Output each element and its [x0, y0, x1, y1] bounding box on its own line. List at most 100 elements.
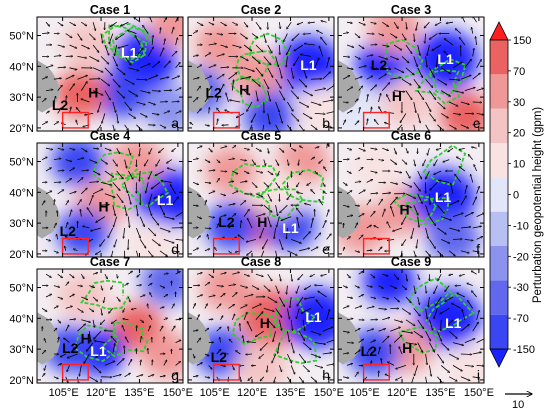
wind-vectors: [41, 17, 181, 131]
wind-arrow: [464, 88, 475, 91]
wind-arrow: [139, 239, 146, 248]
wind-arrow: [228, 304, 235, 309]
wind-arrow: [243, 170, 249, 174]
wind-arrow: [358, 21, 366, 25]
wind-arrow: [405, 170, 410, 178]
green-contour: [392, 193, 437, 223]
wind-vectors: [42, 271, 181, 383]
wind-arrow: [149, 193, 153, 205]
wind-arrow: [139, 319, 144, 323]
y-tick-label: 40°N: [9, 61, 34, 73]
wind-arrow: [267, 67, 274, 78]
height-anomaly-blob: [148, 17, 183, 48]
wind-arrow: [53, 122, 59, 126]
wind-arrow: [166, 159, 172, 164]
wind-arrow: [434, 170, 442, 175]
wind-arrow: [471, 291, 477, 298]
green-contour: [231, 312, 278, 345]
wind-arrow: [448, 124, 456, 129]
wind-arrow: [112, 205, 116, 216]
wind-arrow: [287, 193, 292, 200]
wind-arrow: [57, 319, 61, 323]
wind-arrow: [44, 365, 47, 370]
wind-arrow: [298, 353, 306, 363]
wind-arrow: [92, 365, 101, 373]
wind-arrow: [287, 353, 291, 363]
wind-arrow: [69, 294, 75, 298]
panel-title: Case 7: [90, 255, 130, 269]
wind-arrow: [401, 33, 406, 41]
wind-arrow: [354, 182, 361, 183]
wind-arrow: [240, 304, 247, 309]
wind-arrow: [100, 78, 110, 86]
wind-arrow: [124, 283, 129, 286]
plateau-mask: [338, 60, 362, 113]
wind-arrow: [159, 124, 166, 129]
wind-arrow: [163, 18, 167, 23]
panel-letter: a: [171, 115, 179, 131]
wind-arrow: [90, 227, 102, 231]
wind-arrow: [243, 295, 253, 298]
wind-arrow: [192, 31, 198, 34]
wind-arrow: [102, 113, 106, 123]
wind-arrow: [159, 376, 166, 377]
wind-arrow: [171, 304, 175, 309]
wind-arrow: [437, 331, 441, 341]
wind-arrow: [193, 159, 198, 160]
wind-arrow: [53, 250, 59, 253]
panel-letter: d: [171, 241, 179, 257]
region-box: [362, 363, 390, 381]
wind-arrow: [128, 90, 137, 97]
panel-title: Case 9: [391, 255, 431, 269]
wind-arrow: [413, 78, 421, 88]
system-label-l2: L2: [205, 85, 222, 101]
wind-arrow: [267, 319, 275, 328]
wind-arrow: [137, 273, 141, 277]
wind-arrow: [441, 216, 451, 221]
wind-arrow: [390, 33, 397, 38]
wind-arrow: [249, 124, 253, 131]
wind-arrow: [263, 204, 272, 212]
x-tick-label: 135°E: [425, 387, 455, 399]
wind-arrow: [448, 250, 455, 256]
wind-arrow: [41, 77, 48, 80]
colorbar-segment: [490, 74, 508, 109]
height-anomaly-blob: [141, 331, 183, 380]
wind-arrow: [128, 271, 132, 275]
wind-arrow: [310, 376, 317, 382]
wind-arrow: [302, 365, 310, 372]
wind-arrow: [278, 170, 280, 176]
wind-arrow: [425, 33, 426, 44]
wind-arrow: [274, 227, 276, 239]
wind-arrow: [455, 174, 462, 183]
wind-arrow: [220, 337, 221, 343]
wind-arrow: [69, 210, 72, 217]
wind-arrow: [287, 308, 289, 319]
wind-arrow: [314, 58, 319, 68]
wind-arrow: [149, 273, 153, 277]
wind-arrow: [467, 300, 474, 309]
wind-arrow: [104, 296, 106, 303]
wind-arrow: [134, 35, 141, 46]
wind-arrow: [190, 122, 194, 126]
wind-arrow: [57, 211, 58, 217]
panel-letter: e: [322, 241, 330, 257]
wind-arrow: [387, 361, 395, 366]
x-tick-label: 135°E: [124, 387, 154, 399]
height-anomaly-blob: [205, 146, 258, 195]
wind-arrow: [226, 93, 229, 103]
wind-arrow: [427, 44, 430, 56]
wind-arrow: [440, 113, 448, 118]
wind-arrow: [104, 90, 111, 101]
wind-arrow: [327, 144, 328, 149]
wind-arrow: [100, 319, 106, 325]
wind-arrow: [413, 285, 416, 294]
wind-arrow: [204, 328, 209, 332]
wind-arrow: [240, 77, 251, 80]
wind-arrow: [300, 54, 311, 57]
wind-arrow: [87, 208, 94, 217]
wind-arrow: [159, 307, 164, 309]
panel-letter: h: [322, 367, 330, 383]
wind-arrow: [413, 250, 416, 257]
